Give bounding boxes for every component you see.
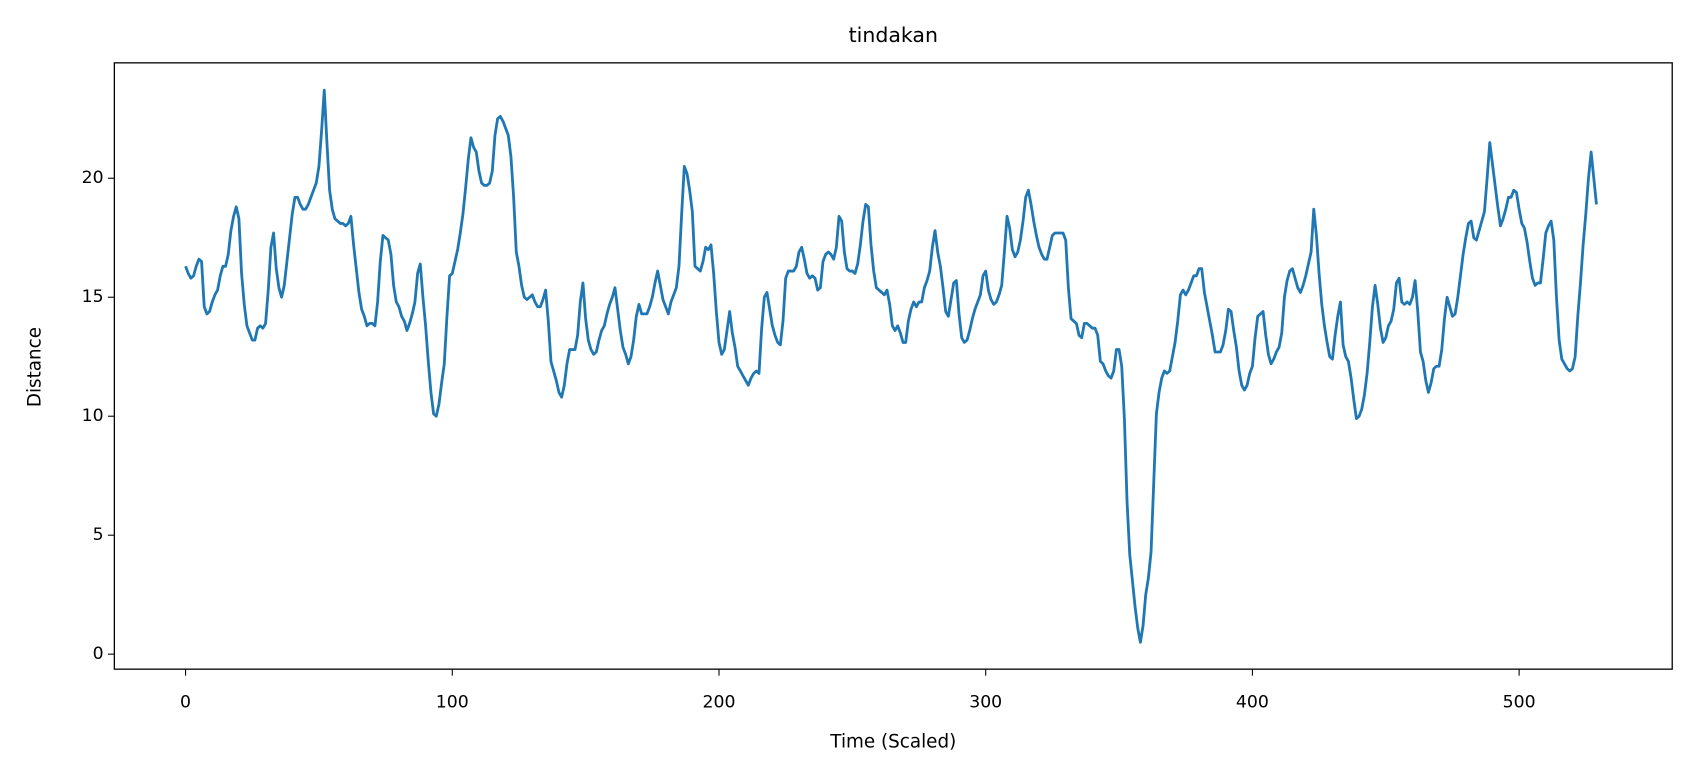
y-tick-label: 5 xyxy=(93,525,104,545)
x-axis-label: Time (Scaled) xyxy=(829,732,956,753)
y-tick-label: 0 xyxy=(93,644,104,664)
data-line xyxy=(184,88,1598,644)
y-tick-label: 20 xyxy=(82,168,104,188)
x-tick-label: 0 xyxy=(180,693,191,713)
y-tick-label: 10 xyxy=(82,406,104,426)
x-tick-label: 200 xyxy=(703,693,736,713)
x-tick-label: 400 xyxy=(1236,693,1269,713)
x-tick-label: 300 xyxy=(969,693,1002,713)
x-tick-label: 100 xyxy=(436,693,469,713)
chart-title: tindakan xyxy=(849,23,938,47)
plot-frame xyxy=(113,62,1673,670)
y-tick-label: 15 xyxy=(82,287,104,307)
x-tick-label: 500 xyxy=(1503,693,1536,713)
y-axis-label: Distance xyxy=(25,327,46,407)
